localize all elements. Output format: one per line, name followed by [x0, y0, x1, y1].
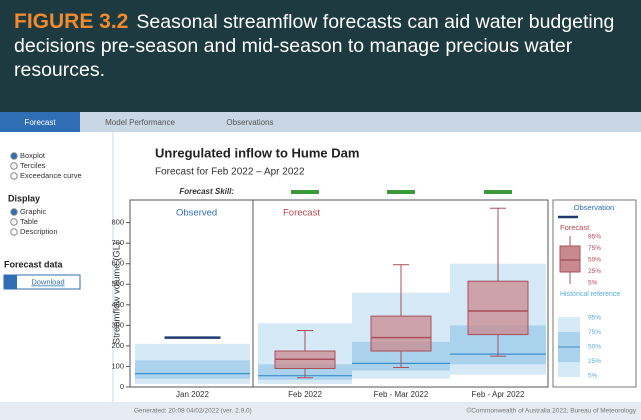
box: [467, 280, 529, 336]
y-tick-label: 300: [111, 320, 124, 329]
caption: Seasonal streamflow forecasts can aid wa…: [14, 11, 615, 81]
tab[interactable]: [82, 112, 198, 132]
radio[interactable]: [10, 152, 18, 160]
radio-label[interactable]: Graphic: [20, 207, 47, 216]
radio[interactable]: [10, 172, 18, 180]
sidebar: [0, 132, 112, 402]
y-tick-label: 400: [111, 300, 124, 309]
figure-number: FIGURE 3.2: [14, 10, 129, 33]
skill-label: Forecast Skill:: [179, 187, 234, 196]
section-heading: Forecast data: [4, 259, 64, 269]
section-heading: Display: [8, 193, 40, 203]
radio[interactable]: [10, 228, 18, 236]
skill-indicator: [291, 190, 319, 194]
legend-percentile: 50%: [588, 257, 601, 264]
y-tick-label: 800: [111, 218, 124, 227]
figure-header: FIGURE 3.2 Seasonal streamflow forecasts …: [0, 0, 641, 112]
panel-label: Forecast: [283, 208, 320, 219]
radio[interactable]: [10, 162, 18, 170]
footer-generated: Generated: 20:08 04/02/2022 (ver. 2.9.0): [134, 408, 252, 415]
tab[interactable]: [0, 112, 80, 132]
radio[interactable]: [10, 208, 18, 216]
y-axis-label: Streamflow volume (GL): [112, 242, 123, 344]
tab-label[interactable]: Forecast: [24, 118, 56, 127]
legend-label: Observation: [574, 203, 614, 212]
legend-box: [559, 245, 581, 273]
radio-label[interactable]: Exceedance curve: [20, 171, 82, 180]
historical-band-inner: [135, 360, 250, 379]
x-tick-label: Jan 2022: [176, 390, 209, 399]
skill-indicator: [484, 190, 512, 194]
y-tick-label: 0: [120, 382, 124, 391]
radio-label[interactable]: Table: [20, 217, 38, 226]
legend-frame: [552, 199, 637, 388]
legend-percentile: 5%: [588, 280, 598, 287]
download-icon[interactable]: [4, 275, 17, 289]
skill-indicator: [387, 190, 415, 194]
y-tick-label: 600: [111, 259, 124, 268]
legend-percentile: 50%: [588, 344, 601, 351]
screenshot: Forecast Model Performance Observations Box…: [0, 112, 641, 420]
legend-percentile: 75%: [588, 329, 601, 336]
radio-label[interactable]: Terciles: [20, 161, 46, 170]
tab[interactable]: [200, 112, 300, 132]
download-label[interactable]: Download: [31, 277, 64, 286]
legend-label: Historical reference: [560, 291, 620, 298]
panel-label: Observed: [176, 208, 217, 219]
plot-frame: [129, 199, 549, 388]
radio[interactable]: [10, 218, 18, 226]
legend-percentile: 25%: [588, 358, 601, 365]
legend-percentile: 25%: [588, 268, 601, 275]
chart-subtitle: Forecast for Feb 2022 – Apr 2022: [155, 167, 305, 178]
x-tick-label: Feb - Apr 2022: [472, 390, 525, 399]
y-tick-label: 500: [111, 279, 124, 288]
legend-percentile: 75%: [588, 245, 601, 252]
x-tick-label: Feb - Mar 2022: [374, 390, 429, 399]
tab-label[interactable]: Observations: [226, 118, 273, 127]
box: [370, 315, 432, 352]
chart-title: Unregulated inflow to Hume Dam: [155, 145, 359, 160]
legend-label: Forecast: [560, 223, 590, 232]
tab-label[interactable]: Model Performance: [105, 118, 175, 127]
legend-percentile: 95%: [588, 234, 601, 241]
radio-label[interactable]: Boxplot: [20, 151, 46, 160]
x-tick-label: Feb 2022: [288, 390, 322, 399]
radio-label[interactable]: Description: [20, 227, 58, 236]
y-tick-label: 200: [111, 341, 124, 350]
y-tick-label: 100: [111, 361, 124, 370]
historical-band-outer: [135, 343, 250, 384]
legend-percentile: 5%: [588, 373, 598, 380]
y-tick-label: 700: [111, 238, 124, 247]
legend-percentile: 95%: [588, 315, 601, 322]
footer-copyright: ©Commonwealth of Australia 2022, Bureau …: [466, 407, 636, 415]
